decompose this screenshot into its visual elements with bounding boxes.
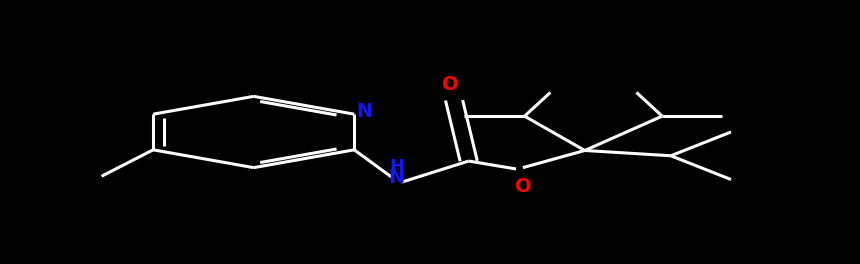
Text: H: H: [389, 158, 404, 176]
Text: N: N: [356, 102, 372, 121]
Text: O: O: [514, 177, 531, 196]
Text: N: N: [389, 168, 404, 187]
Text: O: O: [442, 75, 459, 94]
